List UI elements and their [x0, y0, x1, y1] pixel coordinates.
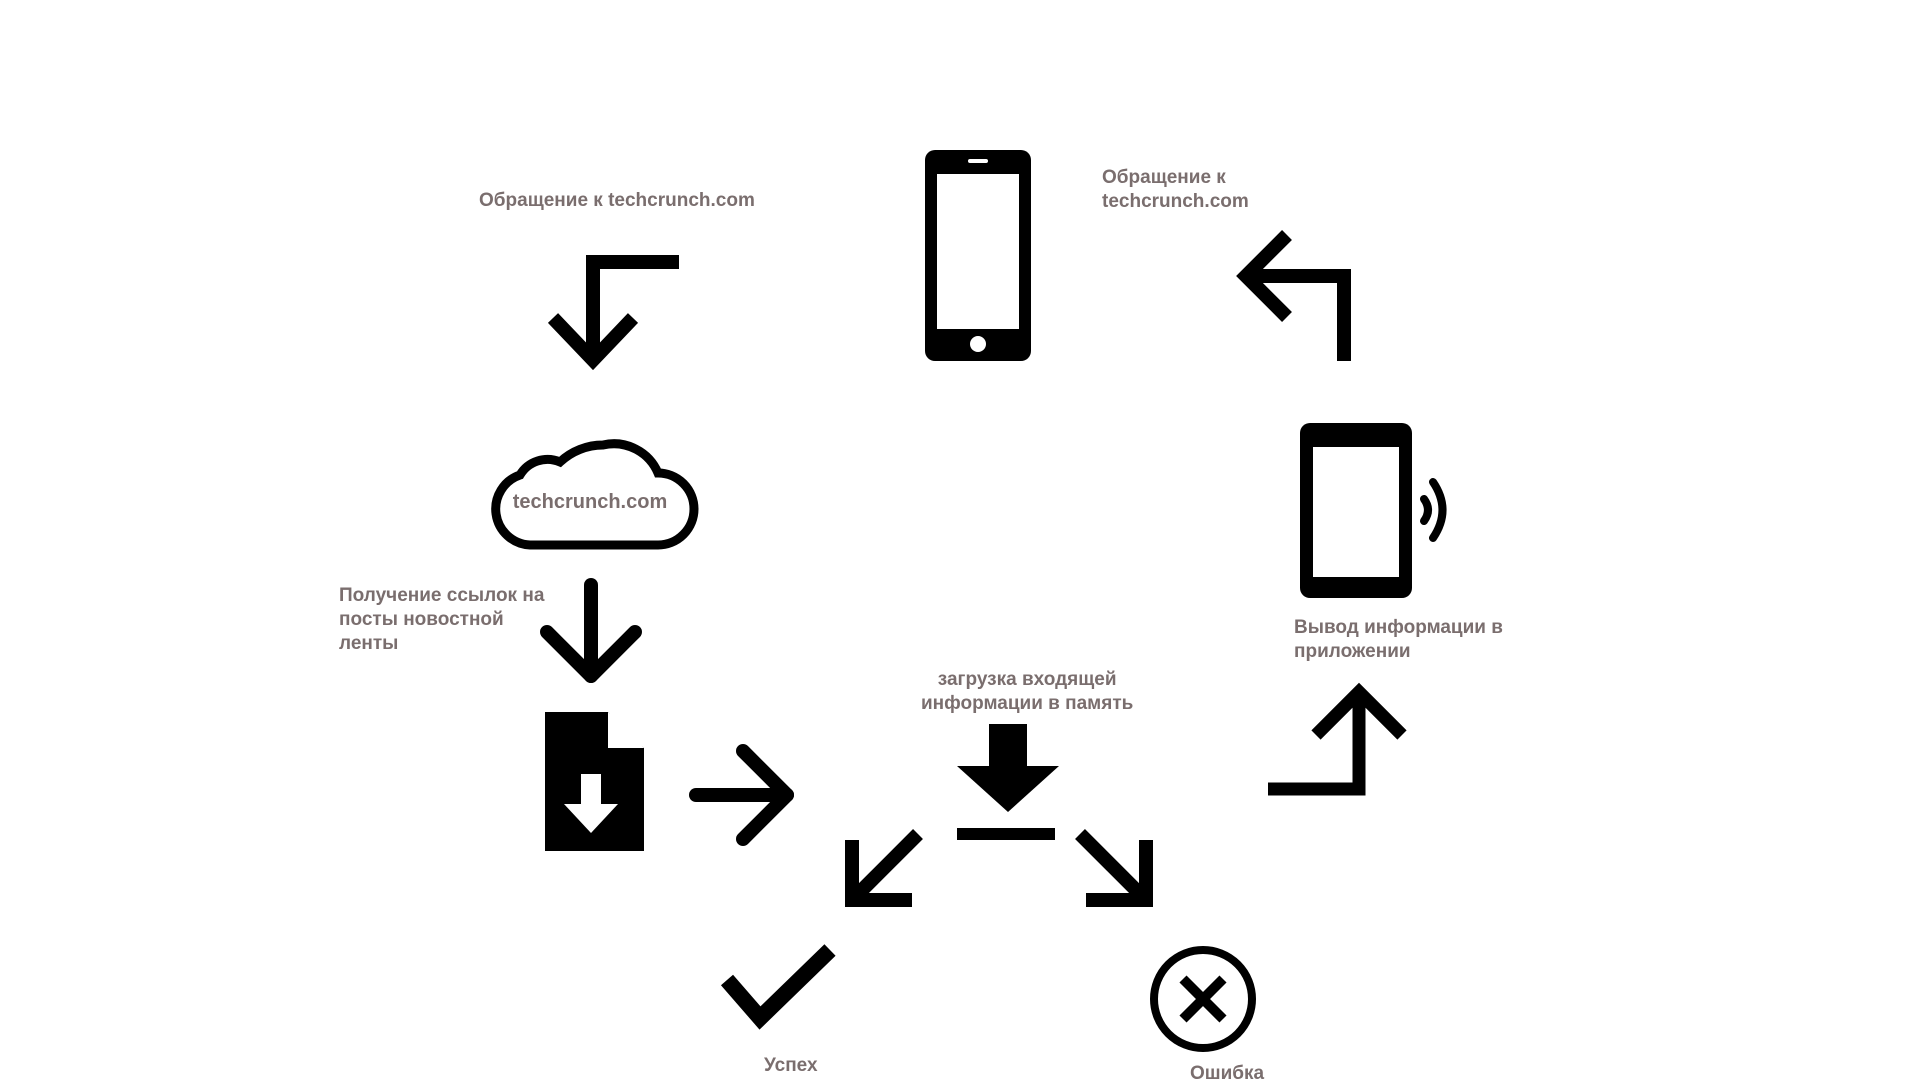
request-label-left: Обращение к techcrunch.com [479, 190, 755, 211]
load-memory-label: загрузка входящей информации в память [921, 669, 1134, 714]
request-label-right: Обращение к techcrunch.com [1102, 167, 1249, 212]
arrow-down-right-icon [1075, 829, 1153, 907]
success-label: Успех [764, 1055, 818, 1076]
arrow-down-left-icon [845, 829, 923, 907]
arrow-right-icon [689, 744, 794, 846]
arrow-turn-up-icon [1268, 682, 1407, 796]
arrow-turn-left-icon [1236, 230, 1351, 361]
checkmark-icon [720, 944, 836, 1030]
error-label: Ошибка [1190, 1063, 1265, 1084]
smartphone-icon [925, 150, 1031, 361]
file-download-icon [545, 709, 647, 851]
error-circle-icon [1150, 946, 1256, 1052]
arrow-turn-down-icon [547, 255, 679, 371]
download-icon [957, 724, 1059, 840]
cloud-label: techcrunch.com [512, 491, 668, 513]
phone-vibrate-icon [1300, 423, 1447, 598]
arrow-down-icon [540, 578, 642, 683]
cloud-icon [491, 439, 699, 550]
output-label: Вывод информации в приложении [1294, 617, 1503, 662]
get-links-label: Получение ссылок на посты новостной лент… [339, 585, 545, 654]
